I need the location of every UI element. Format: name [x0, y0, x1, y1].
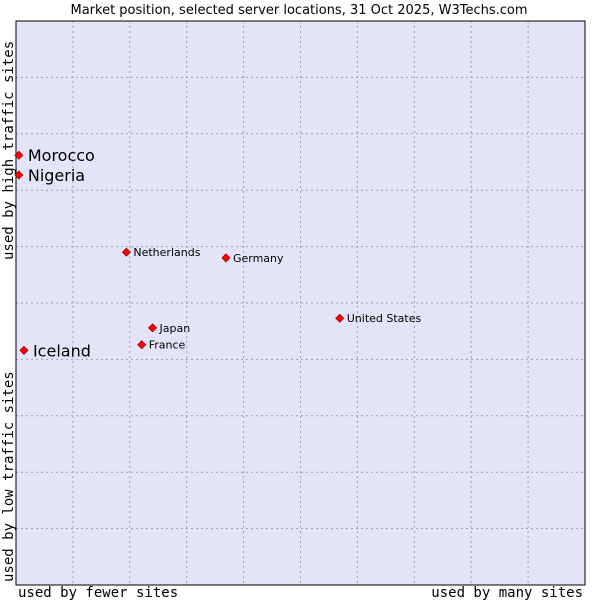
- data-label-france: France: [149, 339, 186, 352]
- data-label-germany: Germany: [233, 252, 284, 265]
- data-point-japan: [147, 323, 158, 333]
- y-axis-label-bottom: used by low traffic sites: [1, 371, 17, 582]
- y-axis-label-top: used by high traffic sites: [1, 41, 17, 260]
- x-axis-label-left: used by fewer sites: [18, 585, 178, 600]
- data-label-united-states: United States: [347, 312, 422, 325]
- data-point-germany: [221, 253, 231, 263]
- data-label-netherlands: Netherlands: [133, 246, 200, 259]
- data-point-nigeria: [14, 170, 24, 180]
- x-axis-label-right: used by many sites: [431, 585, 583, 600]
- data-point-united-states: [335, 313, 345, 323]
- data-label-iceland: Iceland: [33, 341, 91, 360]
- data-point-morocco: [14, 150, 24, 160]
- data-point-iceland: [19, 345, 29, 355]
- data-label-japan: Japan: [159, 322, 191, 335]
- data-point-france: [137, 340, 147, 350]
- plot-frame: [15, 20, 586, 586]
- grid-lines: [16, 21, 585, 585]
- data-label-nigeria: Nigeria: [28, 166, 85, 185]
- chart-title: Market position, selected server locatio…: [70, 3, 527, 18]
- data-point-netherlands: [121, 247, 131, 257]
- data-label-morocco: Morocco: [28, 146, 95, 165]
